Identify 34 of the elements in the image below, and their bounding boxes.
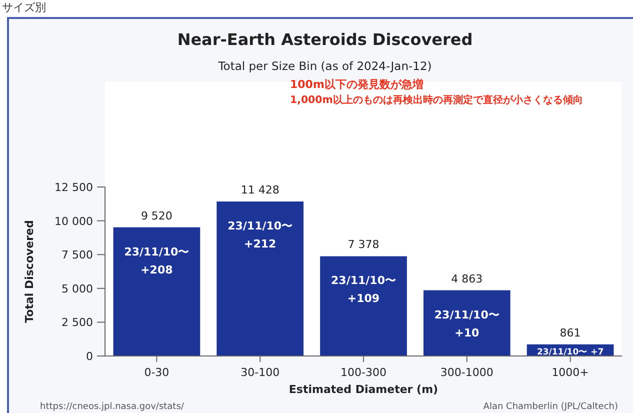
y-tick-label: 2 500 <box>62 316 93 330</box>
x-tick-label: 30-100 <box>240 366 280 379</box>
x-tick-label: 1000+ <box>552 366 589 379</box>
bar <box>423 290 510 356</box>
annotation: 23/11/10〜 +208 <box>124 245 190 276</box>
text: 100m以下の発見数が急増 <box>290 78 424 91</box>
text: https://cneos.jpl.nasa.gov/stats/ <box>40 402 185 412</box>
y-tick-label: 10 000 <box>54 214 93 228</box>
y-tick-label: 7 500 <box>62 248 93 262</box>
annotation: 23/11/10〜 +7 <box>536 347 604 358</box>
x-tick-label: 100-300 <box>340 366 386 379</box>
bar <box>320 256 407 356</box>
chart-subtitle: Total per Size Bin (as of 2024-Jan-12) <box>217 59 432 73</box>
text: サイズ別 <box>2 1 46 14</box>
text: 1,000m以上のものは再検出時の再測定で直径が小さくなる傾向 <box>290 94 583 106</box>
data-label: 7 378 <box>348 238 380 252</box>
text: Alan Chamberlin (JPL/Caltech) <box>483 402 618 412</box>
annotation: 23/11/10〜 +10 <box>434 308 500 340</box>
bar <box>113 227 200 356</box>
data-label: 9 520 <box>140 209 172 222</box>
data-label: 4 863 <box>451 272 483 286</box>
annotation: 23/11/10〜 +212 <box>228 219 293 250</box>
x-tick-label: 300-1000 <box>440 366 494 379</box>
y-tick-label: 0 <box>86 350 93 363</box>
annotation: 23/11/10〜 +109 <box>331 274 396 306</box>
x-tick-label: 0-30 <box>144 366 170 379</box>
data-label: 11 428 <box>240 183 280 196</box>
bar <box>216 201 304 356</box>
data-label: 861 <box>560 326 581 340</box>
chart-title: Near-Earth Asteroids Discovered <box>177 30 473 49</box>
y-tick-label: 5 000 <box>62 282 93 296</box>
x-axis-title: Estimated Diameter (m) <box>288 383 438 396</box>
y-tick-label: 12 500 <box>54 181 93 194</box>
y-axis-title: Total Discovered <box>23 220 36 323</box>
